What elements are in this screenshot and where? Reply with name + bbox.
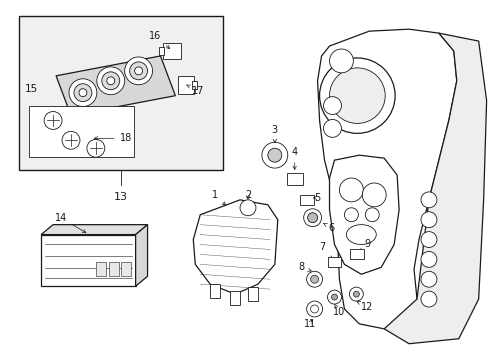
Text: 7: 7: [319, 243, 331, 260]
Circle shape: [97, 67, 124, 95]
Bar: [350, 249, 364, 260]
Bar: [41, 235, 135, 286]
Text: 6: 6: [323, 222, 334, 233]
Text: 4: 4: [291, 147, 297, 170]
Text: 8: 8: [298, 262, 311, 272]
Polygon shape: [317, 29, 456, 329]
Circle shape: [240, 200, 255, 216]
Bar: [247, 287, 257, 301]
Circle shape: [319, 58, 394, 133]
Circle shape: [306, 301, 322, 317]
Text: 5: 5: [313, 193, 320, 203]
Bar: [121, 262, 130, 276]
Polygon shape: [384, 33, 486, 344]
Circle shape: [306, 271, 322, 287]
Bar: [163, 43, 181, 59]
Bar: [286, 173, 302, 185]
Bar: [327, 257, 341, 267]
Circle shape: [420, 251, 436, 267]
Polygon shape: [56, 56, 175, 116]
Text: 17: 17: [186, 85, 204, 96]
Bar: [210, 284, 220, 298]
Text: 16: 16: [149, 31, 169, 49]
Bar: [159, 47, 164, 55]
Circle shape: [102, 72, 120, 90]
Circle shape: [323, 96, 341, 114]
Circle shape: [307, 213, 317, 223]
Circle shape: [129, 62, 147, 80]
Circle shape: [62, 131, 80, 149]
Bar: [96, 262, 105, 276]
Text: 9: 9: [359, 239, 369, 252]
Circle shape: [331, 294, 337, 300]
Bar: [178, 76, 194, 94]
Circle shape: [87, 139, 104, 157]
Bar: [230, 291, 240, 305]
Text: 1: 1: [212, 190, 225, 205]
Circle shape: [420, 291, 436, 307]
Circle shape: [349, 287, 363, 301]
Circle shape: [323, 120, 341, 137]
Circle shape: [303, 209, 321, 227]
Text: 15: 15: [24, 84, 38, 94]
Circle shape: [74, 84, 92, 102]
Circle shape: [420, 231, 436, 247]
Circle shape: [267, 148, 281, 162]
Text: 3: 3: [271, 125, 277, 143]
Polygon shape: [329, 155, 398, 274]
Circle shape: [329, 68, 385, 123]
Circle shape: [420, 192, 436, 208]
Circle shape: [124, 57, 152, 85]
Text: 10: 10: [333, 304, 345, 317]
Circle shape: [420, 212, 436, 228]
Bar: [29, 105, 133, 157]
Bar: [299, 195, 313, 205]
Bar: [192, 81, 197, 89]
Polygon shape: [193, 200, 277, 294]
Circle shape: [329, 49, 353, 73]
Circle shape: [362, 183, 386, 207]
Polygon shape: [41, 225, 147, 235]
Circle shape: [69, 79, 97, 107]
Circle shape: [344, 208, 358, 222]
Circle shape: [44, 112, 62, 129]
Text: 18: 18: [94, 133, 132, 143]
Text: 14: 14: [55, 213, 86, 233]
Circle shape: [310, 305, 318, 313]
Text: 2: 2: [244, 190, 251, 200]
Text: 13: 13: [114, 192, 127, 202]
Circle shape: [353, 291, 359, 297]
Circle shape: [365, 208, 379, 222]
Polygon shape: [135, 225, 147, 286]
Circle shape: [310, 275, 318, 283]
Circle shape: [339, 178, 363, 202]
Ellipse shape: [346, 225, 375, 244]
FancyBboxPatch shape: [19, 16, 223, 170]
Text: 12: 12: [356, 301, 373, 312]
Circle shape: [262, 142, 287, 168]
Circle shape: [106, 77, 115, 85]
Circle shape: [134, 67, 142, 75]
Circle shape: [79, 89, 87, 96]
Circle shape: [420, 271, 436, 287]
Bar: [108, 262, 119, 276]
Text: 11: 11: [303, 319, 315, 329]
Circle shape: [327, 290, 341, 304]
